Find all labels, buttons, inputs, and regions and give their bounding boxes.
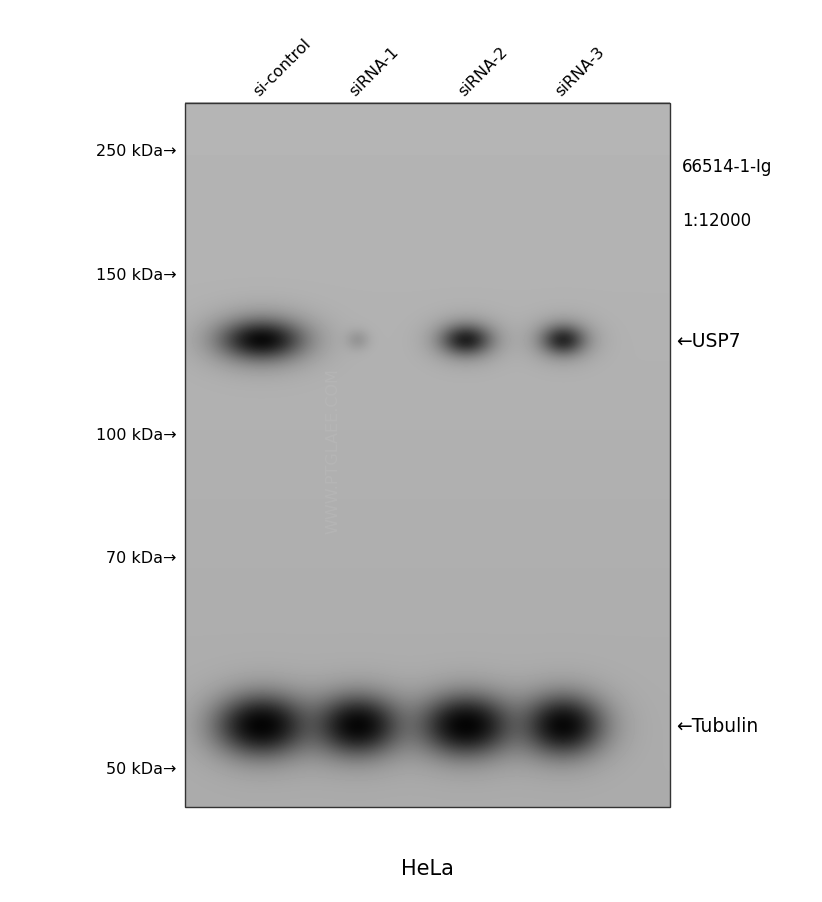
Text: si-control: si-control (251, 36, 314, 99)
Text: 150 kDa→: 150 kDa→ (96, 268, 177, 282)
Text: 70 kDa→: 70 kDa→ (106, 550, 177, 565)
Text: siRNA-2: siRNA-2 (455, 44, 510, 99)
Bar (185, 104, 670, 807)
Text: ←Tubulin: ←Tubulin (677, 716, 759, 736)
Text: 100 kDa→: 100 kDa→ (96, 428, 177, 442)
Text: 66514-1-Ig: 66514-1-Ig (682, 158, 773, 176)
Text: 250 kDa→: 250 kDa→ (96, 144, 177, 159)
Text: 50 kDa→: 50 kDa→ (106, 761, 177, 776)
Text: ←USP7: ←USP7 (677, 331, 741, 351)
Text: siRNA-1: siRNA-1 (347, 44, 402, 99)
Text: 1:12000: 1:12000 (682, 212, 751, 230)
Text: siRNA-3: siRNA-3 (552, 44, 607, 99)
Text: HeLa: HeLa (401, 858, 454, 878)
Text: WWW.PTGLAEE.COM: WWW.PTGLAEE.COM (326, 368, 340, 534)
